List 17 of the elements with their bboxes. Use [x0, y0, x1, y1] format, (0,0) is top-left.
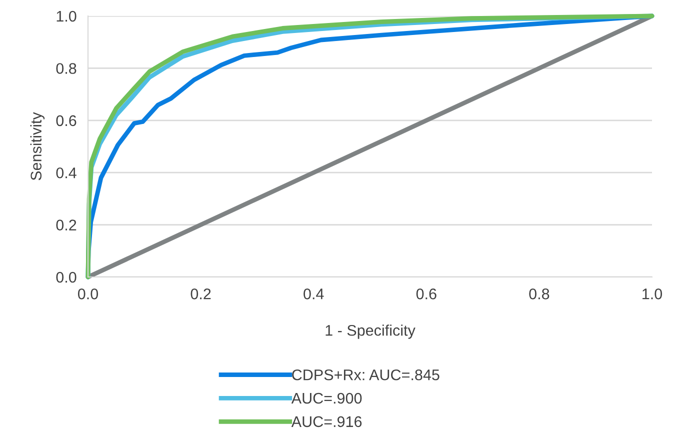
- x-tick-label: 0.6: [416, 288, 436, 300]
- x-tick-label: 0.8: [529, 288, 550, 300]
- x-tick-label: 1.0: [642, 288, 662, 300]
- y-axis-title: Sensitivity: [30, 112, 45, 180]
- y-tick-label: 0.8: [56, 63, 76, 74]
- x-tick-label: 0.0: [78, 288, 98, 300]
- legend-label: CDPS+Rx: AUC=.845: [292, 369, 440, 380]
- legend-label: AUC=.916: [291, 416, 362, 428]
- y-tick-label: 0.0: [56, 272, 76, 283]
- x-axis-title: 1 - Specificity: [326, 324, 416, 339]
- y-tick-label: 0.6: [56, 115, 76, 126]
- y-tick-label: 1.0: [56, 10, 76, 22]
- y-tick-label: 0.4: [56, 167, 76, 178]
- y-tick-label: 0.2: [56, 220, 76, 230]
- x-tick-label: 0.2: [190, 288, 211, 300]
- legend-label: AUC=.900: [291, 392, 362, 404]
- x-tick-label: 0.4: [304, 288, 324, 300]
